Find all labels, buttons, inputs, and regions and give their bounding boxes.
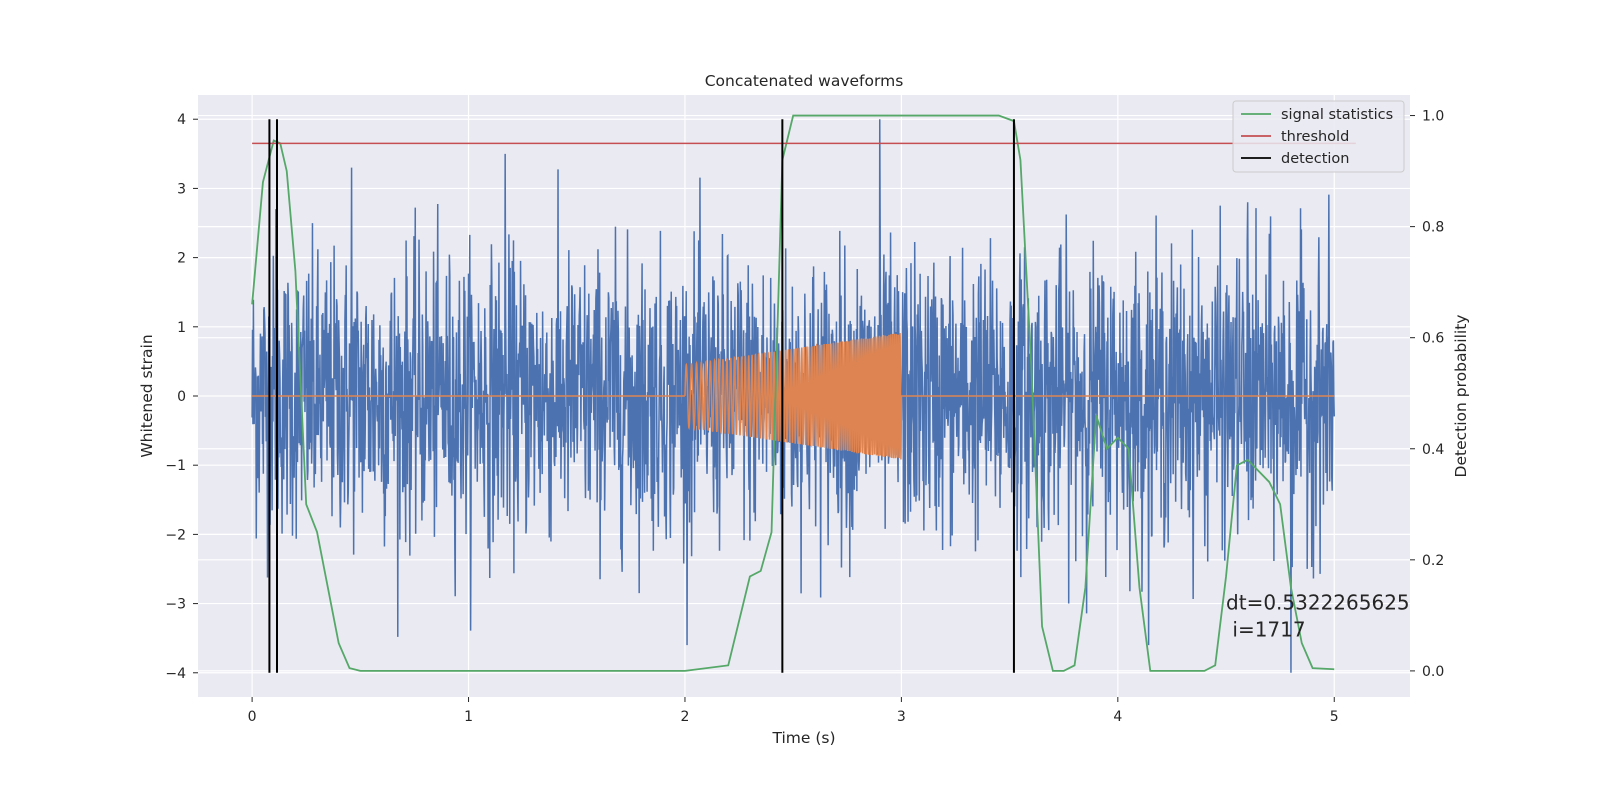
legend-box [1232, 100, 1405, 173]
plot-series [251, 114, 1356, 673]
x-axis-label: Time (s) [771, 729, 835, 747]
legend: signal statistics threshold detection [1232, 100, 1405, 173]
y2-tick-label: 0.0 [1422, 664, 1444, 680]
y-tick-label: 1 [177, 320, 186, 336]
x-tick-label: 3 [897, 709, 906, 725]
x-tick-label: 4 [1113, 709, 1122, 725]
y-tick-label: 3 [177, 181, 186, 197]
y-tick-label: 0 [177, 389, 186, 405]
x-tick-label: 1 [464, 709, 473, 725]
detection-lines [268, 119, 1015, 673]
x-axis-ticks: 0 1 2 3 4 5 [248, 697, 1339, 725]
y2-axis-label: Detection probability [1452, 315, 1470, 478]
legend-label-detection: detection [1281, 151, 1349, 167]
y-tick-label: 4 [177, 112, 186, 128]
y-axis-ticks: −4 −3 −2 −1 0 1 2 3 4 [165, 112, 198, 682]
chart-title: Concatenated waveforms [705, 72, 904, 90]
annotation-line-1: dt=0.5322265625 [1226, 591, 1410, 615]
annotation-line-2: i=1717 [1226, 618, 1306, 642]
x-tick-label: 2 [681, 709, 690, 725]
y2-tick-label: 0.4 [1422, 442, 1444, 458]
signal-statistics-line [251, 114, 1335, 672]
y2-tick-label: 0.6 [1422, 331, 1444, 347]
y-tick-label: −2 [165, 527, 186, 543]
y-axis-label: Whitened strain [138, 334, 156, 457]
y-tick-label: −4 [165, 666, 186, 682]
y-tick-label: −1 [165, 458, 186, 474]
legend-label-signal-statistics: signal statistics [1281, 107, 1393, 123]
y-tick-label: 2 [177, 251, 186, 267]
y2-axis-ticks: 0.0 0.2 0.4 0.6 0.8 1.0 [1410, 109, 1444, 680]
y2-tick-label: 0.2 [1422, 553, 1444, 569]
y2-tick-label: 1.0 [1422, 109, 1444, 125]
x-tick-label: 0 [248, 709, 257, 725]
injected-signal-line [252, 333, 1335, 460]
y-tick-label: −3 [165, 597, 186, 613]
legend-label-threshold: threshold [1281, 129, 1349, 145]
x-tick-label: 5 [1330, 709, 1339, 725]
annotation: dt=0.5322265625 i=1717 [1226, 591, 1410, 642]
y2-tick-label: 0.8 [1422, 220, 1444, 236]
